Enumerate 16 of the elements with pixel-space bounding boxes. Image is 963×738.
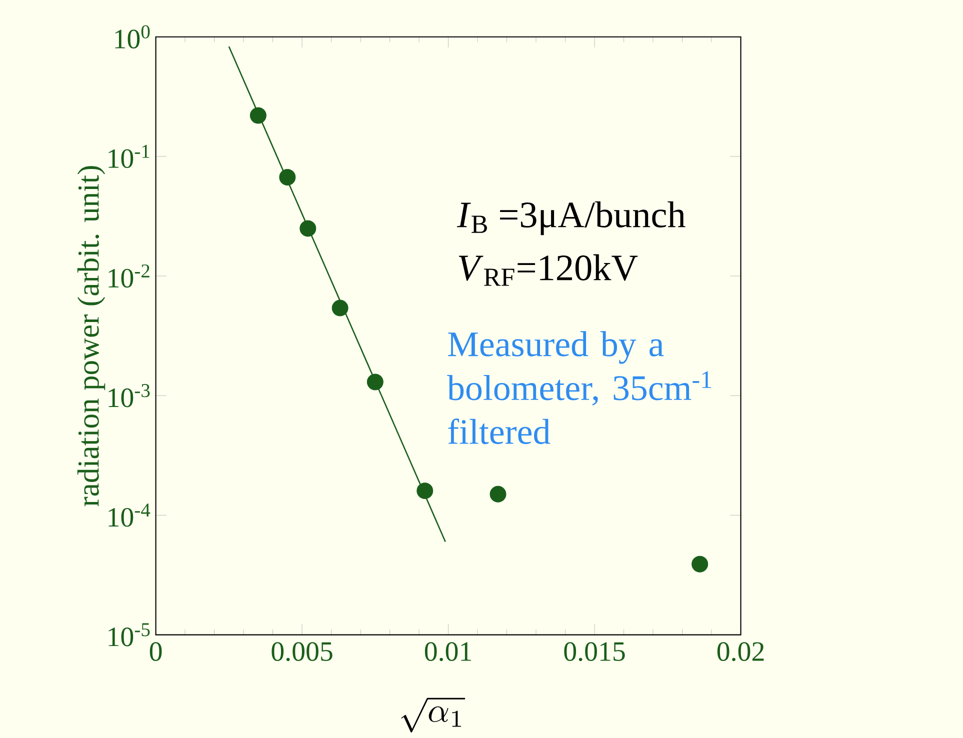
x-tick-label: 0.015 (564, 642, 625, 661)
text: Measured by a bolometer, 35cm$^{-1}$ filtered (447, 330, 712, 444)
y-tick-label: 10$^{-2}$ (108, 264, 150, 288)
annotation: V$_{RF}$=120kV (458, 254, 638, 286)
y-tick-label: 10$^{-1}$ (108, 144, 150, 168)
x-tick-label: 0.005 (272, 642, 332, 661)
y-tick-label: 10$^{-3}$ (108, 384, 150, 408)
y-tick-label: 10$^{0}$ (115, 25, 150, 48)
y-axis-title: radiation power (arbit. unit) (77, 166, 106, 506)
x-tick-label: 0 (150, 642, 162, 661)
y-tick-label: 10$^{-4}$ (108, 503, 150, 527)
x-tick-label: 0.01 (424, 642, 472, 661)
y-tick-label: 10$^{-5}$ (108, 623, 150, 646)
x-axis-title: $\sqrt{\alpha_{1}}$ (401, 698, 466, 732)
x-tick-label: 0.02 (717, 642, 764, 661)
annotation: I$_{B}$ =3μA/bunch (456, 201, 686, 235)
